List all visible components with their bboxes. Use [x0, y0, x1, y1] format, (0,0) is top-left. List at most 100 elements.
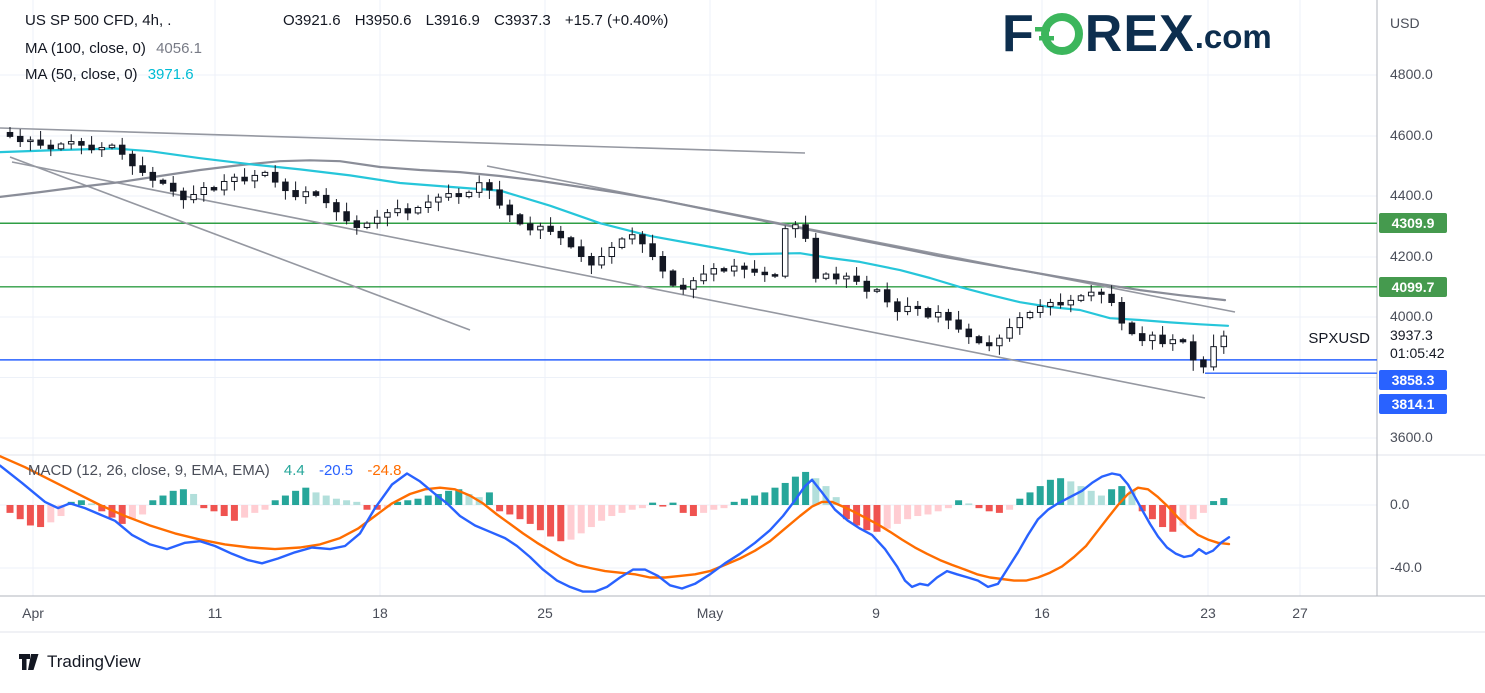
macd-hist-bar: [363, 505, 371, 510]
series-symbol-label: SPXUSD: [1308, 330, 1370, 347]
macd-hist-bar: [98, 505, 106, 512]
macd-hist-bar: [271, 500, 279, 505]
macd-hist-bar: [638, 505, 646, 509]
candle-body: [78, 141, 85, 146]
macd-hist-bar: [689, 505, 697, 517]
legend-ma50-row[interactable]: MA (50, close, 0) 3971.6: [25, 66, 194, 83]
candle-body: [343, 211, 350, 222]
price-tick-4400.0[interactable]: 4400.0: [1390, 187, 1433, 203]
macd-hist-bar: [873, 505, 881, 532]
macd-hist-bar: [465, 493, 473, 505]
candle-body: [118, 144, 126, 155]
ma50-label: MA (50, close, 0): [25, 66, 138, 83]
macd-hist-bar: [526, 505, 534, 524]
price-tick--40.0[interactable]: -40.0: [1390, 559, 1422, 575]
candle-body: [1210, 346, 1217, 368]
ma50-value: 3971.6: [147, 66, 194, 83]
price-tick-4600.0[interactable]: 4600.0: [1390, 127, 1433, 143]
macd-hist-bar: [567, 505, 575, 540]
time-tick-18[interactable]: 18: [372, 605, 388, 621]
time-tick-9[interactable]: 9: [872, 605, 880, 621]
macd-hist-bar: [853, 505, 861, 526]
candle-body: [628, 234, 636, 240]
brand-dotcom: .com: [1194, 18, 1272, 55]
macd-hist-bar: [220, 505, 228, 517]
price-badge-3858.3: 3858.3: [1379, 370, 1447, 390]
candle-body: [649, 243, 656, 257]
candle-body: [996, 337, 1003, 347]
price-tick-4800.0[interactable]: 4800.0: [1390, 66, 1433, 82]
time-tick-23[interactable]: 23: [1200, 605, 1216, 621]
candle-body: [792, 224, 799, 230]
macd-hist-bar: [975, 505, 983, 509]
macd-legend-row[interactable]: MACD (12, 26, close, 9, EMA, EMA) 4.4 -2…: [28, 462, 402, 479]
macd-hist-bar: [924, 505, 932, 515]
macd-hist-bar: [434, 493, 442, 505]
candle-body: [37, 139, 44, 146]
legend-ma100-row[interactable]: MA (100, close, 0) 4056.1: [25, 40, 202, 57]
price-tick-4200.0[interactable]: 4200.0: [1390, 248, 1433, 264]
macd-hist-bar: [587, 505, 595, 528]
macd-hist-bar: [404, 500, 412, 505]
trendline-3[interactable]: [11, 161, 1206, 399]
macd-hist-bar: [312, 492, 320, 505]
forex-com-logo: F REX .com: [1002, 6, 1272, 62]
candle-body: [945, 311, 952, 321]
time-tick-16[interactable]: 16: [1034, 605, 1050, 621]
candle-body: [934, 311, 942, 318]
macd-hist-bar: [893, 505, 901, 524]
tradingview-attribution[interactable]: TradingView: [18, 652, 141, 672]
candle-body: [16, 135, 24, 143]
macd-hist-bar: [26, 505, 34, 526]
candle-body: [1077, 295, 1085, 301]
macd-hist-bar: [159, 495, 167, 505]
tradingview-text: TradingView: [47, 652, 141, 671]
candle-body: [1067, 299, 1075, 306]
candle-body: [618, 238, 626, 248]
macd-hist-bar: [353, 501, 361, 505]
macd-hist-bar: [710, 505, 718, 510]
candle-body: [761, 271, 769, 276]
candle-body: [965, 328, 973, 338]
price-tick-3600.0[interactable]: 3600.0: [1390, 429, 1433, 445]
time-tick-Apr[interactable]: Apr: [22, 605, 44, 621]
candle-body: [1220, 335, 1228, 348]
time-tick-27[interactable]: 27: [1292, 605, 1308, 621]
trendline-4[interactable]: [486, 165, 1236, 313]
candle-body: [6, 131, 14, 137]
time-tick-25[interactable]: 25: [537, 605, 553, 621]
candle-body: [985, 342, 993, 347]
price-tick-0.0[interactable]: 0.0: [1390, 496, 1410, 512]
macd-hist-bar: [190, 493, 198, 505]
time-tick-11[interactable]: 11: [207, 605, 223, 621]
candle-body: [333, 202, 340, 213]
candle-body: [557, 230, 565, 239]
candle-body: [475, 182, 483, 193]
candle-body: [781, 228, 789, 277]
candle-body: [812, 237, 820, 279]
legend-symbol-row[interactable]: US SP 500 CFD, 4h, .: [25, 12, 171, 29]
time-tick-May[interactable]: May: [696, 605, 724, 621]
candle-body: [924, 308, 932, 318]
candle-body: [577, 246, 585, 258]
macd-hist-bar: [332, 498, 340, 505]
candle-body: [516, 214, 524, 225]
macd-hist-bar: [934, 505, 942, 512]
trendline-1[interactable]: [0, 127, 806, 154]
candle-body: [424, 201, 432, 208]
macd-main-line: [0, 464, 1231, 593]
macd-hist-bar: [414, 498, 422, 505]
macd-hist-bar: [577, 505, 585, 534]
candle-body: [700, 273, 707, 282]
macd-hist-bar: [883, 505, 891, 529]
macd-hist-bar: [822, 486, 830, 505]
macd-hist-bar: [77, 500, 85, 505]
macd-hist-bar: [424, 495, 432, 505]
price-tick-4000.0[interactable]: 4000.0: [1390, 308, 1433, 324]
macd-hist-bar: [6, 505, 14, 513]
ohlc-open: O3921.6: [283, 12, 341, 29]
macd-hist-value: 4.4: [283, 462, 305, 479]
candle-body: [322, 194, 330, 204]
